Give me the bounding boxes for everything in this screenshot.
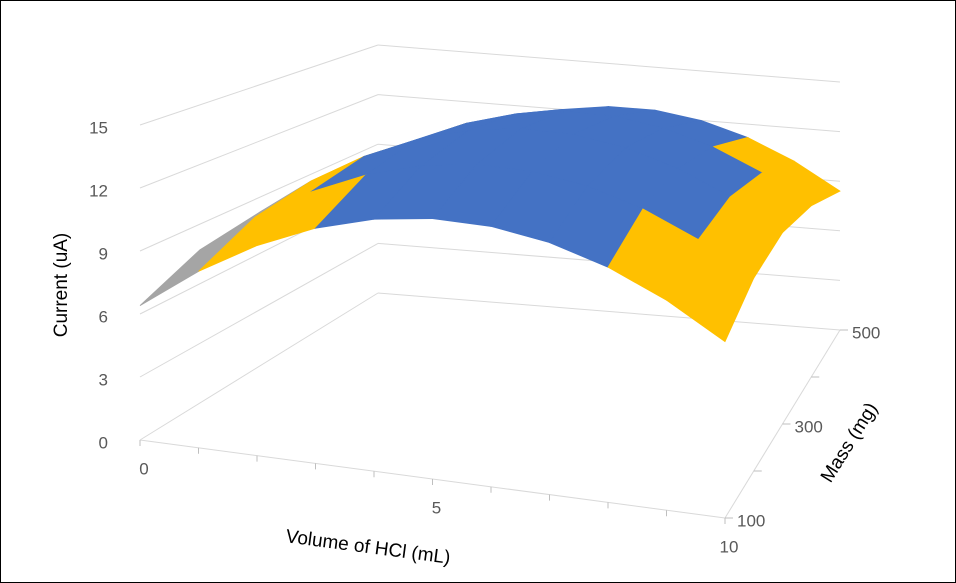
z-axis-title: Current (uA) (51, 233, 72, 338)
x-tick-label: 10 (720, 537, 739, 556)
z-tick-label: 3 (99, 370, 108, 389)
z-tick-label: 12 (89, 181, 108, 200)
z-tick-label: 6 (99, 307, 108, 326)
surface-patch (665, 238, 755, 343)
grid-line (377, 292, 841, 331)
grid-line (139, 94, 379, 189)
surface (139, 106, 841, 343)
z-tick-label: 15 (89, 118, 108, 137)
depth-tick-label: 300 (795, 417, 823, 436)
labels: 0 3 6 9 12 15 0 5 10 100 300 500 (89, 118, 880, 556)
grid-line (377, 44, 841, 83)
depth-tick-label: 100 (737, 511, 765, 530)
grid-line (139, 44, 379, 126)
grid-line (139, 143, 379, 252)
x-tick-label: 5 (432, 498, 441, 517)
x-tick-label: 0 (139, 459, 148, 478)
grid-line (139, 292, 379, 441)
grid-line (139, 242, 379, 378)
z-tick-label: 0 (99, 433, 108, 452)
z-tick-label: 9 (99, 244, 108, 263)
depth-tick-label: 500 (852, 323, 880, 342)
